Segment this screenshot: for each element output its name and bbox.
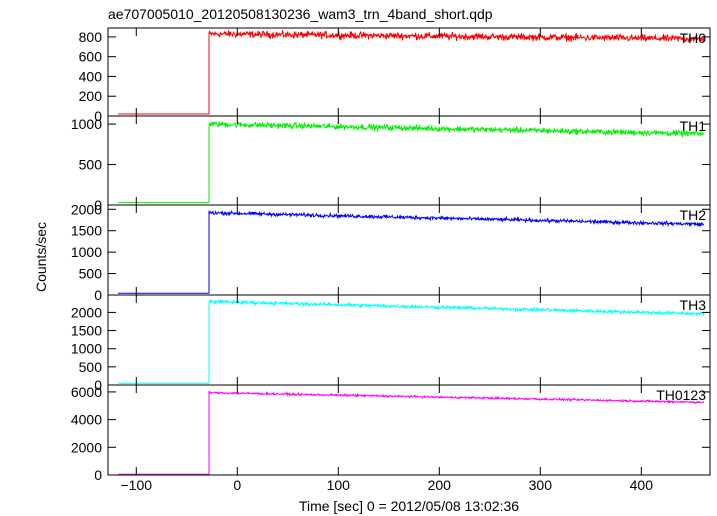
series-line-th2 bbox=[118, 209, 705, 294]
panel-frame-th3 bbox=[107, 294, 711, 386]
y-tick-label-th1: 0 bbox=[94, 197, 102, 213]
y-tick-label-th3: 1500 bbox=[71, 323, 102, 339]
panel-label-th0: TH0 bbox=[680, 30, 707, 46]
y-tick-label-th3: 500 bbox=[79, 359, 103, 375]
y-tick-label-th2: 500 bbox=[79, 266, 103, 282]
y-axis-label: Counts/sec bbox=[33, 222, 49, 292]
x-axis-label: Time [sec] 0 = 2012/05/08 13:02:36 bbox=[299, 498, 519, 514]
panel-frame-th0123 bbox=[107, 384, 711, 476]
x-tick-label: 400 bbox=[630, 477, 654, 493]
y-tick-label-th2: 0 bbox=[94, 287, 102, 303]
y-tick-label-th0123: 2000 bbox=[71, 439, 102, 455]
y-tick-label-th0123: 0 bbox=[94, 467, 102, 483]
y-tick-label-th0: 0 bbox=[94, 108, 102, 124]
series-line-th3 bbox=[118, 298, 705, 384]
y-tick-label-th2: 1500 bbox=[71, 223, 102, 239]
x-tick-label: 0 bbox=[233, 477, 241, 493]
panel-frame-th0 bbox=[107, 27, 711, 117]
panel-label-th3: TH3 bbox=[680, 297, 707, 313]
x-tick-label: 100 bbox=[327, 477, 351, 493]
x-tick-label: 200 bbox=[428, 477, 452, 493]
panel-label-th1: TH1 bbox=[680, 118, 707, 134]
y-tick-label-th0: 800 bbox=[79, 29, 103, 45]
x-tick-label: −100 bbox=[121, 477, 153, 493]
y-tick-label-th1: 500 bbox=[79, 157, 103, 173]
panel-label-th2: TH2 bbox=[680, 207, 707, 223]
y-tick-label-th2: 1000 bbox=[71, 244, 102, 260]
y-tick-label-th3: 0 bbox=[94, 377, 102, 393]
y-tick-label-th0: 600 bbox=[79, 49, 103, 65]
y-tick-label-th3: 1000 bbox=[71, 341, 102, 357]
y-tick-label-th0123: 6000 bbox=[71, 384, 102, 400]
series-line-th1 bbox=[118, 120, 704, 204]
y-tick-label-th0: 200 bbox=[79, 88, 103, 104]
y-tick-label-th2: 2000 bbox=[71, 201, 102, 217]
chart-title: ae707005010_20120508130236_wam3_trn_4ban… bbox=[108, 6, 493, 22]
panel-frame-th2 bbox=[107, 204, 711, 296]
y-tick-label-th0: 400 bbox=[79, 68, 103, 84]
series-line-th0123 bbox=[118, 390, 705, 475]
panel-label-th0123: TH0123 bbox=[656, 387, 706, 403]
y-tick-label-th0123: 4000 bbox=[71, 412, 102, 428]
series-line-th0 bbox=[118, 29, 705, 115]
x-tick-label: 300 bbox=[529, 477, 553, 493]
y-tick-label-th3: 2000 bbox=[71, 304, 102, 320]
y-tick-label-th1: 1000 bbox=[71, 116, 102, 132]
